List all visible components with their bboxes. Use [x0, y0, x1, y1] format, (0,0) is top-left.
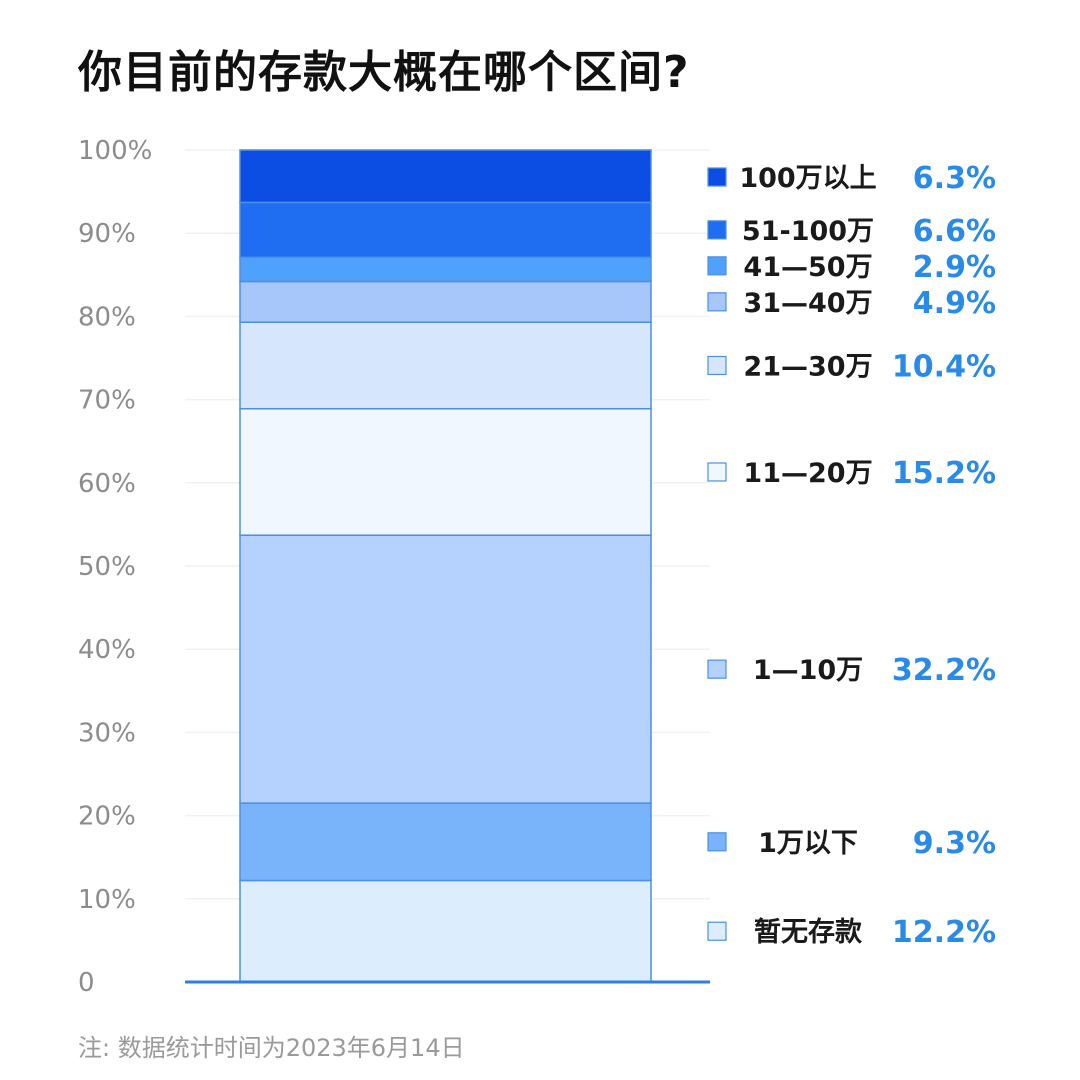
data-label: 6.3%	[913, 161, 996, 196]
legend-label: 暂无存款	[754, 916, 863, 948]
legend-label: 21—30万	[743, 351, 872, 382]
legend-swatch	[707, 832, 727, 852]
y-tick-label: 50%	[78, 552, 136, 582]
data-label: 32.2%	[892, 653, 996, 688]
legend-label: 100万以上	[739, 163, 876, 194]
chart-title: 你目前的存款大概在哪个区间?	[78, 47, 690, 98]
legend: 暂无存款 12.2% 1万以下 9.3% 1—10万 32.2% 11—20万 15.2% 21…	[707, 161, 996, 950]
data-label: 10.4%	[892, 349, 996, 384]
legend-label: 41—50万	[743, 252, 872, 283]
data-label: 12.2%	[892, 915, 996, 950]
legend-swatch	[707, 659, 727, 679]
y-tick-label: 40%	[78, 635, 136, 665]
legend-label: 31—40万	[743, 288, 872, 319]
y-tick-label: 70%	[78, 386, 136, 416]
legend-swatch	[707, 355, 727, 376]
bar-segment	[239, 280, 652, 323]
legend-label: 1万以下	[758, 828, 858, 859]
y-tick-label: 30%	[78, 718, 136, 748]
legend-label: 51-100万	[742, 216, 874, 247]
bar-segment	[239, 408, 652, 536]
bar-segment	[239, 149, 652, 204]
legend-swatch	[707, 256, 727, 276]
data-label: 6.6%	[913, 214, 996, 249]
bar-segment	[239, 201, 652, 259]
bar-segment	[239, 879, 652, 983]
legend-swatch	[707, 921, 727, 941]
legend-swatch	[707, 292, 727, 312]
legend-swatch	[707, 220, 727, 240]
y-tick-label: 80%	[78, 302, 136, 332]
y-tick-label: 10%	[78, 885, 136, 915]
y-axis-ticks: 0 10% 20% 30% 40% 50% 60% 70% 80% 90% 100%	[78, 136, 152, 998]
data-label: 2.9%	[913, 250, 996, 285]
bar-segment	[239, 256, 652, 283]
data-label: 15.2%	[892, 456, 996, 491]
legend-swatch	[707, 167, 727, 187]
bar-segments	[239, 149, 652, 983]
bar-segment	[239, 802, 652, 882]
y-tick-label: 100%	[78, 136, 152, 166]
legend-swatch	[707, 462, 727, 482]
footnote: 注: 数据统计时间为2023年6月14日	[78, 1034, 465, 1062]
legend-label: 11—20万	[743, 458, 872, 489]
bar-segment	[239, 534, 652, 804]
data-label: 9.3%	[913, 826, 996, 861]
bar-segment	[239, 321, 652, 410]
y-tick-label: 60%	[78, 469, 136, 499]
y-tick-label: 0	[78, 968, 95, 998]
legend-label: 1—10万	[753, 655, 863, 686]
y-tick-label: 20%	[78, 802, 136, 832]
y-tick-label: 90%	[78, 219, 136, 249]
data-label: 4.9%	[913, 286, 996, 321]
